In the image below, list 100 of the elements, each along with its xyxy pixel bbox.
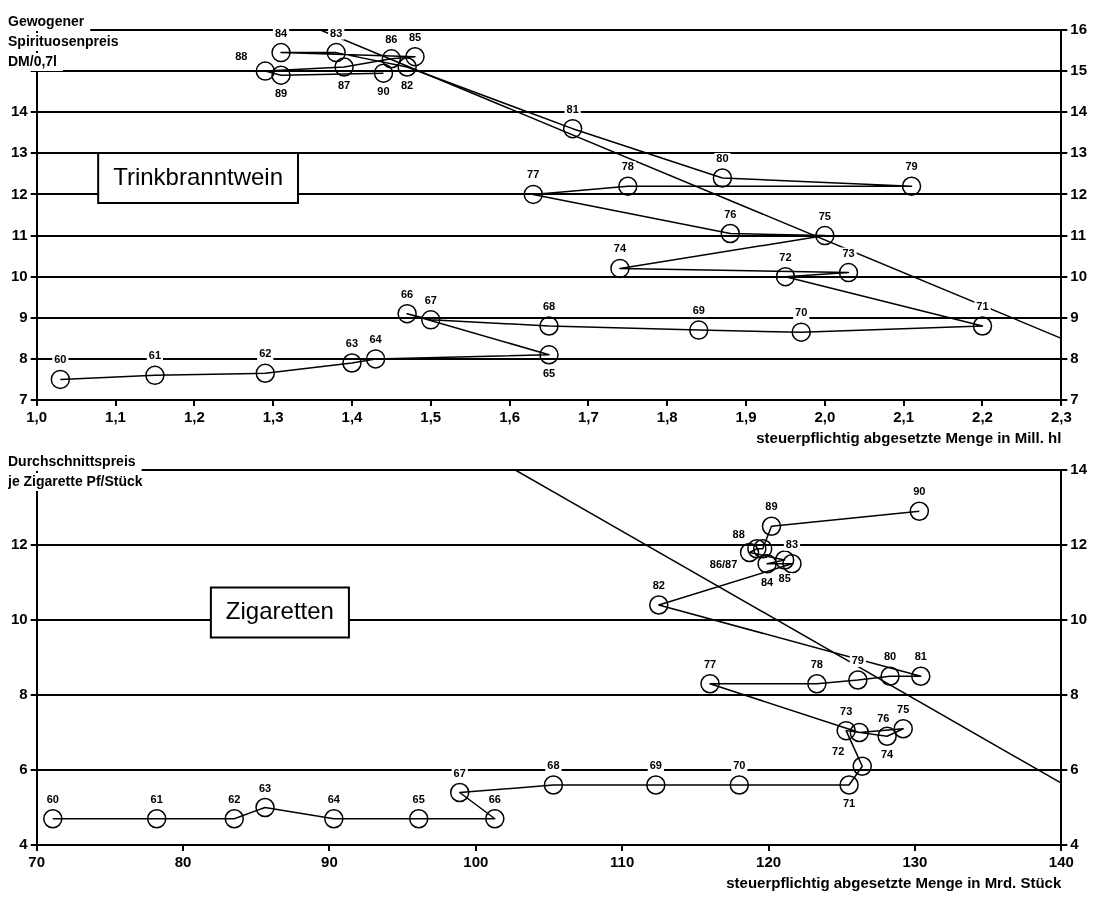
y-tick-label: 14 [11, 102, 29, 120]
point [324, 809, 344, 829]
annotation: 86 [385, 32, 398, 45]
y-axis-title: Gewogener Spirituosenpreis DM/0,7l [8, 12, 119, 69]
x-axis-title: steuerpflichtig abgesetzte Menge in Mill. hl [756, 429, 1062, 447]
point [911, 666, 931, 686]
annotation: 83 [785, 537, 799, 550]
x-tick-label: 1,5 [420, 408, 442, 426]
point [739, 542, 760, 563]
point [610, 258, 630, 279]
x-tick-label: 80 [174, 853, 192, 871]
annotation: Trinkbranntwein [113, 162, 284, 190]
x-tick-label: 1,1 [105, 408, 126, 426]
y2-tick-label: 4 [1070, 835, 1080, 853]
annotation: 62 [228, 792, 241, 805]
annotation: 65 [542, 366, 556, 379]
annotation: 64 [369, 332, 383, 345]
x-tick-label: 110 [610, 853, 635, 871]
annotation: 83 [330, 26, 343, 39]
annotation: 69 [649, 759, 662, 772]
annotation: 71 [976, 300, 989, 313]
annotation: 66 [488, 792, 501, 805]
point [880, 666, 900, 686]
annotation: 73 [842, 246, 855, 259]
point [271, 65, 291, 85]
x-tick-label: 2,2 [972, 408, 993, 426]
point [543, 775, 564, 795]
annotation: 86/87 [709, 557, 738, 570]
point [807, 674, 827, 694]
point [815, 225, 835, 246]
annotation: 76 [877, 711, 890, 724]
annotation: 60 [54, 353, 67, 366]
annotation: 81 [566, 102, 579, 115]
point [224, 809, 245, 829]
point [271, 42, 291, 63]
point [901, 176, 922, 196]
x-tick-label: 2,1 [893, 408, 915, 426]
annotation: 80 [883, 650, 897, 663]
point [145, 365, 165, 386]
annotation: 78 [621, 160, 634, 173]
x-tick-label: 1,7 [577, 408, 599, 426]
annotation: 66 [401, 287, 414, 300]
point [849, 722, 870, 743]
point [365, 349, 386, 369]
annotation: 74 [881, 748, 895, 761]
point [255, 363, 276, 384]
y2-tick-label: 10 [1070, 266, 1087, 284]
y2-tick-label: 8 [1070, 349, 1079, 367]
x-tick-label: 120 [756, 853, 782, 871]
point [782, 554, 802, 574]
annotation: 69 [692, 304, 705, 317]
annotation: 70 [733, 759, 746, 772]
point [405, 46, 425, 67]
annotation: 67 [424, 293, 437, 306]
x-tick-label: 90 [321, 853, 338, 871]
point [449, 782, 470, 803]
point [421, 310, 441, 330]
y-tick-label: 12 [11, 535, 28, 553]
annotation: 82 [401, 79, 414, 92]
point [893, 719, 913, 739]
annotation: 75 [897, 702, 910, 715]
point [381, 49, 402, 69]
x-axis-title: steuerpflichtig abgesetzte Menge in Mrd. Stück [726, 874, 1062, 892]
annotation: 62 [259, 347, 272, 360]
annotation: 73 [840, 704, 853, 717]
point [791, 322, 811, 342]
y-tick-label: 12 [11, 184, 28, 202]
point [752, 539, 773, 559]
y-tick-label: 4 [19, 835, 29, 853]
point [747, 539, 767, 559]
y-tick-label: 8 [19, 685, 28, 703]
point [848, 670, 868, 690]
annotation: 79 [905, 160, 918, 173]
annotation: 80 [716, 152, 729, 165]
point [334, 57, 354, 77]
annotation: 70 [795, 306, 808, 319]
annotation: 76 [724, 207, 737, 220]
y-tick-label: 11 [11, 225, 28, 243]
annotation: 72 [832, 745, 845, 758]
y2-tick-label: 14 [1070, 102, 1088, 120]
point [712, 168, 733, 188]
annotation: 63 [258, 781, 272, 794]
x-tick-label: 1,8 [656, 408, 678, 426]
point [50, 369, 71, 390]
y-tick-label: 6 [19, 760, 28, 778]
annotation: 81 [914, 650, 927, 663]
annotation: 89 [274, 87, 288, 100]
y2-tick-label: 6 [1070, 760, 1079, 778]
y2-tick-label: 15 [1070, 61, 1087, 79]
annotation: 67 [453, 766, 466, 779]
y-tick-label: 10 [11, 266, 28, 284]
point [775, 266, 796, 287]
annotation: 90 [913, 485, 926, 498]
point [523, 184, 543, 205]
point [836, 720, 856, 741]
annotation: 61 [148, 349, 162, 362]
y-tick-label: 13 [11, 143, 28, 161]
point [342, 353, 362, 373]
y2-tick-label: 13 [1070, 143, 1087, 161]
point [43, 809, 63, 829]
